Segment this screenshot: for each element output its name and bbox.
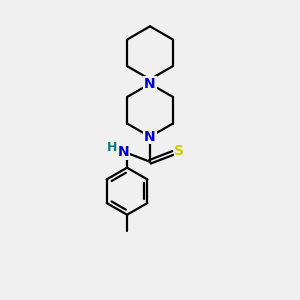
Text: N: N <box>118 146 129 159</box>
Text: S: S <box>174 145 184 158</box>
Text: H: H <box>106 141 117 154</box>
Text: N: N <box>144 130 156 144</box>
Text: N: N <box>144 77 156 91</box>
